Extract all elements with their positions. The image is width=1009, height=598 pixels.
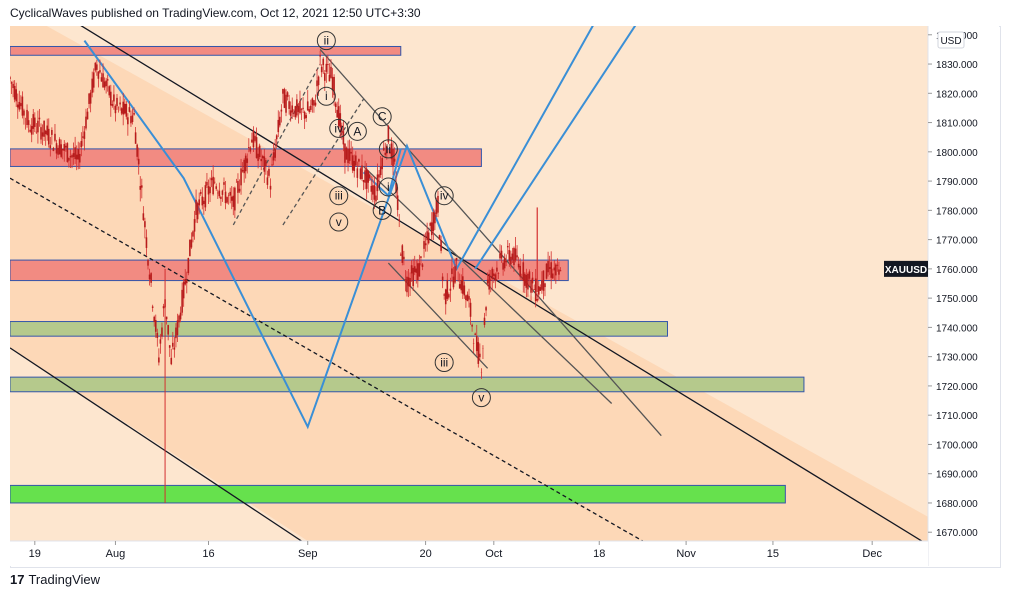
wave-label-circle bbox=[434, 353, 454, 373]
wave-label: i bbox=[325, 89, 328, 103]
diamond-dashed-b bbox=[282, 98, 365, 226]
red-zone-top bbox=[10, 45, 402, 56]
price-axis-pane bbox=[928, 26, 999, 566]
wave-label: iv bbox=[334, 121, 343, 135]
y-tick-label: 1780.000 bbox=[936, 206, 978, 217]
y-tick-label: 1700.000 bbox=[936, 440, 978, 451]
green-zone-1 bbox=[10, 321, 668, 337]
y-tick-label: 1670.000 bbox=[936, 528, 978, 539]
chart-header: CyclicalWaves published on TradingView.c… bbox=[10, 6, 421, 20]
x-tick-label: Oct bbox=[485, 548, 502, 560]
tradingview-logo-icon[interactable]: 17 bbox=[10, 572, 25, 587]
wave-label-circle bbox=[316, 31, 336, 51]
wave-label: iii bbox=[335, 189, 343, 203]
channel-lower bbox=[10, 347, 302, 541]
wave-label-circle bbox=[372, 200, 392, 220]
wave-label-circle bbox=[471, 388, 491, 408]
wave-label-circle bbox=[316, 86, 336, 106]
wave-label: v bbox=[336, 215, 342, 229]
wave-label-circle bbox=[378, 177, 398, 197]
y-tick-label: 1770.000 bbox=[936, 236, 978, 247]
wave-label: iv bbox=[440, 189, 449, 203]
y-tick-label: 1730.000 bbox=[936, 353, 978, 364]
blue-wave bbox=[83, 26, 594, 430]
wave-label-circle bbox=[347, 121, 367, 141]
y-tick-label: 1750.000 bbox=[936, 294, 978, 305]
y-tick-label: 1680.000 bbox=[936, 499, 978, 510]
y-tick-label: 1710.000 bbox=[936, 411, 978, 422]
y-tick-label: 1760.000 bbox=[936, 265, 978, 276]
y-tick-label: 1740.000 bbox=[936, 323, 978, 334]
x-tick-label: 20 bbox=[419, 548, 431, 560]
time-axis-pane bbox=[10, 541, 928, 566]
footer: 17 TradingView bbox=[10, 572, 100, 587]
channel-mid-dashed bbox=[10, 177, 643, 541]
x-tick-label: 19 bbox=[29, 548, 41, 560]
projection-line-1 bbox=[319, 48, 662, 437]
y-tick-label: 1690.000 bbox=[936, 470, 978, 481]
wave-label-circle bbox=[329, 118, 349, 138]
wave-label-circle bbox=[329, 186, 349, 206]
x-tick-label: 18 bbox=[593, 548, 605, 560]
wave-label: iii bbox=[440, 356, 448, 370]
y-tick-label: 1820.000 bbox=[936, 89, 978, 100]
wedge-line bbox=[387, 262, 489, 369]
y-tick-label: 1790.000 bbox=[936, 177, 978, 188]
x-tick-label: Nov bbox=[676, 548, 696, 560]
green-zone-2 bbox=[10, 376, 805, 393]
x-tick-label: Sep bbox=[298, 548, 318, 560]
currency-label: USD bbox=[940, 36, 961, 47]
currency-badge bbox=[937, 31, 965, 49]
wave-label: C bbox=[378, 110, 387, 124]
symbol-tag bbox=[884, 260, 928, 277]
wave-label-circle bbox=[434, 186, 454, 206]
y-tick-label: 1720.000 bbox=[936, 382, 978, 393]
y-tick-label: 1800.000 bbox=[936, 148, 978, 159]
wave-label: A bbox=[353, 124, 361, 138]
tradingview-brand[interactable]: TradingView bbox=[28, 572, 101, 587]
x-tick-label: 16 bbox=[202, 548, 214, 560]
blue-wave-2 bbox=[474, 26, 637, 270]
y-tick-label: 1830.000 bbox=[936, 60, 978, 71]
wave-label: ii bbox=[324, 34, 329, 48]
wave-label-circle bbox=[329, 212, 349, 232]
wave-label-circle bbox=[378, 139, 398, 159]
x-tick-label: Aug bbox=[106, 548, 126, 560]
wave-label-circle bbox=[372, 107, 392, 127]
wave-label: B bbox=[378, 203, 386, 217]
x-tick-label: 15 bbox=[767, 548, 779, 560]
symbol-tag-label: XAUUSD bbox=[885, 265, 927, 276]
wave-label: i bbox=[387, 180, 390, 194]
red-zone-current bbox=[10, 259, 569, 282]
wave-label: ii bbox=[386, 142, 391, 156]
x-tick-label: Dec bbox=[862, 548, 882, 560]
green-zone-bright bbox=[10, 484, 786, 504]
y-tick-label: 1810.000 bbox=[936, 119, 978, 130]
wave-label: v bbox=[478, 391, 484, 405]
